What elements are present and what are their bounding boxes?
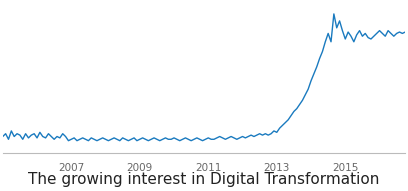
Text: The growing interest in Digital Transformation: The growing interest in Digital Transfor… xyxy=(28,172,380,187)
